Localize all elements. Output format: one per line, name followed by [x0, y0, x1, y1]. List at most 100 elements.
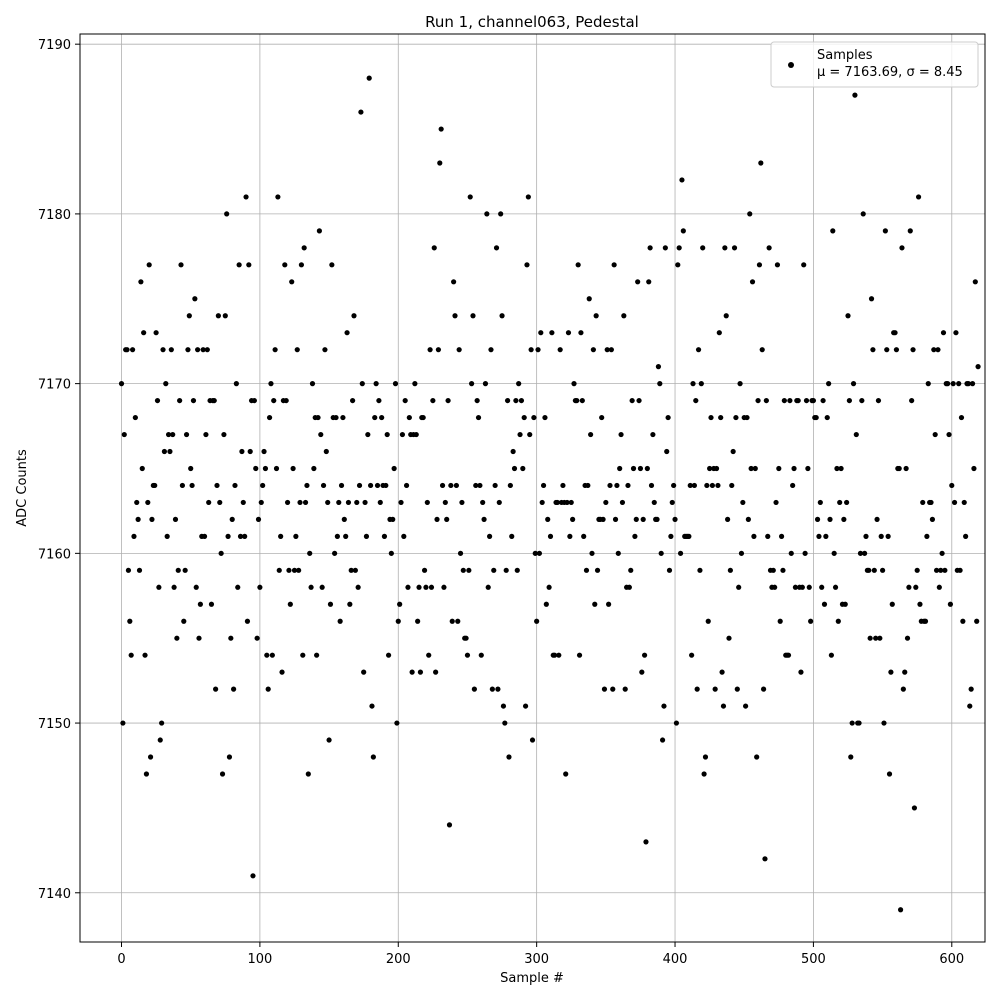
data-point [860, 211, 866, 217]
data-point [549, 330, 555, 336]
data-point [716, 330, 722, 336]
data-point [723, 313, 729, 319]
data-point [182, 567, 188, 573]
data-point [206, 499, 212, 506]
data-point [246, 262, 252, 268]
data-point [474, 397, 480, 404]
data-point [913, 584, 919, 590]
data-point [348, 567, 354, 573]
data-point [409, 669, 415, 675]
data-point [671, 482, 677, 489]
data-point [625, 482, 631, 489]
data-point [399, 431, 406, 438]
data-point [647, 245, 653, 251]
data-point [488, 347, 494, 353]
data-point [751, 533, 757, 539]
data-point [848, 754, 854, 760]
data-point [415, 618, 421, 624]
data-point [183, 431, 190, 438]
data-point [445, 397, 451, 404]
data-point [673, 720, 680, 726]
data-point [315, 414, 321, 421]
data-point [574, 397, 580, 404]
data-point [157, 737, 163, 743]
data-point [826, 381, 832, 387]
data-point [608, 347, 614, 353]
data-point [557, 347, 563, 353]
data-point [219, 771, 226, 777]
data-point [643, 839, 649, 845]
data-point [646, 279, 652, 285]
data-point [588, 431, 594, 438]
data-point [772, 584, 778, 590]
y-tick-label: 7160 [38, 547, 71, 562]
data-point [456, 347, 462, 353]
data-point [600, 516, 606, 522]
data-point [480, 499, 486, 506]
data-point [958, 414, 965, 421]
data-point [795, 397, 801, 404]
data-point [679, 177, 685, 183]
x-tick-label: 100 [247, 952, 272, 967]
data-point [863, 533, 869, 539]
data-point [449, 618, 455, 624]
data-point [780, 567, 786, 573]
data-point [153, 330, 159, 336]
data-point [828, 652, 834, 658]
data-point [734, 686, 740, 692]
data-point [160, 347, 166, 353]
data-point [942, 567, 948, 573]
data-point [143, 771, 150, 777]
data-point [168, 347, 174, 353]
data-point [777, 618, 783, 624]
x-axis-ticks: 0 100 200 300 400 500 600 [117, 942, 964, 967]
data-point [172, 516, 179, 522]
data-point [940, 330, 947, 336]
data-point [953, 330, 959, 336]
data-point [300, 652, 306, 658]
data-point [931, 347, 937, 353]
data-point [849, 720, 855, 726]
data-point [334, 533, 340, 539]
data-point [592, 601, 598, 607]
data-point [197, 601, 203, 607]
data-point [576, 652, 583, 658]
data-point [745, 516, 751, 522]
data-point [118, 381, 125, 387]
data-point [390, 516, 396, 522]
data-point [581, 533, 587, 539]
data-point [365, 431, 371, 438]
data-point [362, 499, 368, 506]
data-point [615, 550, 621, 556]
data-point [844, 499, 850, 506]
data-point [949, 482, 955, 489]
data-point [201, 533, 208, 539]
data-point [302, 499, 309, 506]
data-point [228, 635, 234, 641]
data-point [524, 262, 530, 268]
data-point [475, 414, 482, 421]
data-point [614, 482, 620, 489]
data-point [289, 279, 295, 285]
data-point [850, 381, 857, 387]
data-point [359, 381, 365, 387]
legend-box [770, 41, 979, 88]
data-point [725, 516, 731, 522]
data-point [376, 397, 382, 404]
data-point [715, 482, 721, 489]
data-point [253, 465, 259, 472]
data-point [957, 567, 963, 573]
data-point [748, 465, 754, 472]
data-point [141, 330, 147, 336]
data-point [397, 601, 403, 607]
data-point [455, 618, 461, 624]
data-point [139, 465, 145, 472]
data-point [326, 737, 332, 743]
data-point [236, 262, 242, 268]
data-point [319, 584, 325, 590]
data-point [428, 584, 435, 590]
data-point [702, 754, 709, 760]
data-point [554, 499, 561, 506]
data-point [430, 397, 436, 404]
